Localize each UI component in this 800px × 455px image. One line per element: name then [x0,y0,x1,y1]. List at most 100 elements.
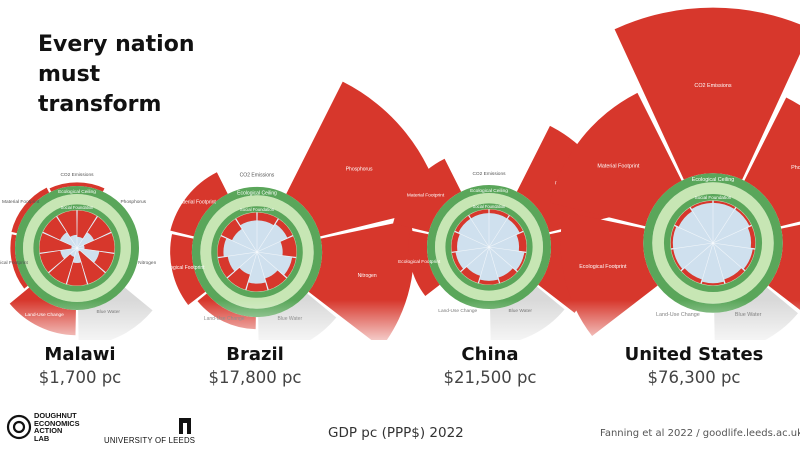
slide-headline: Every nation must transform [38,30,238,120]
social-foundation-ring [33,204,121,292]
spoke [488,215,510,248]
doughnut-logo-icon [6,414,32,440]
citation: Fanning et al 2022 / goodlife.leeds.ac.u… [600,428,800,439]
spoke [256,218,279,253]
dimension-label: Land-Use Change [25,312,64,318]
shortfall-wedge [218,256,235,278]
overshoot-wedge [11,187,50,234]
overshoot-wedge [393,158,462,233]
spoke [680,242,714,271]
spoke [454,231,490,248]
dimension-label: Blue Water [96,309,120,315]
leeds-logo: UNIVERSITY OF LEEDS [104,418,204,448]
overshoot-wedge [10,234,28,289]
shortfall-wedge [67,262,87,286]
shortfall-wedge [236,212,257,226]
country-label-china: China $21,500 pc [380,344,600,390]
overshoot-wedge [744,97,800,227]
shortfall-wedge [489,209,509,219]
overshoot-wedge [408,230,440,297]
shortfall-wedge [87,216,111,240]
leeds-wordmark: UNIVERSITY OF LEEDS [104,436,196,445]
dael-wordmark: DOUGHNUT ECONOMICS ACTION LAB [34,412,80,442]
spoke [712,242,746,271]
shortfall-wedge [690,200,713,209]
dimension-label: Material Footprint [2,199,40,205]
spoke [256,251,297,258]
shortfall-wedge [743,249,755,271]
shortfall-wedge [94,251,115,273]
dimension-label: Land-Use Change [656,312,700,318]
dimension-label: Nitrogen [358,273,377,279]
shortfall-wedge [257,212,278,226]
ring-label: Ecological Ceiling [237,190,277,196]
dael-line: ACTION [34,426,63,435]
shortfall-wedge [83,232,115,253]
headline-line-1: Every nation [38,32,195,57]
shortfall-wedge [246,282,268,292]
shortfall-wedge [747,226,756,249]
spoke [76,247,106,273]
country-name: Brazil [226,344,284,365]
dael-line: ECONOMICS [34,418,80,428]
shortfall-wedge [724,268,745,284]
dimension-label: CO2 Emissions [694,83,731,89]
shortfall-wedge [701,281,725,286]
shortfall-wedge [217,236,227,257]
overshoot-wedge [549,92,682,227]
shortfall-wedge [78,250,105,284]
shortfall-wedge [451,231,460,252]
country-label-united-states: United States $76,300 pc [584,344,800,390]
shortfall-wedge [670,226,677,249]
shortfall-wedge [57,210,77,237]
shortfall-wedge [713,200,736,209]
dimension-label: Land-Use Change [438,308,477,314]
shortfall-wedge [469,209,489,219]
country-gdp: $1,700 pc [38,368,122,387]
country-gdp: $76,300 pc [647,368,741,387]
spoke [488,246,500,284]
dael-line: DOUGHNUT [34,411,77,420]
spoke [76,247,88,285]
dimension-label: Phosphorus [791,165,800,171]
spoke [488,246,518,272]
spoke [712,242,755,250]
shortfall-wedge [479,279,499,285]
ring-label: Social Foundation [240,207,275,212]
doughnut-malawi: CO2 Emissions Phosphorus Nitrogen Blue Wate… [0,172,157,340]
ring-label: Ecological Ceiling [692,177,735,183]
ring-label: Social Foundation [61,205,94,210]
shortfall-wedge [516,231,527,252]
dimension-label: Land-Use Change [204,316,245,322]
overshoot-wedge [768,224,800,310]
spoke [712,225,752,244]
shortfall-wedge [507,215,523,233]
dimension-label: Blue Water [277,316,302,322]
dimension-label: Ecological Footprint [398,259,441,265]
shortfall-wedge [455,215,471,233]
shortfall-wedge [671,249,683,271]
leeds-crest-icon [179,418,191,434]
spoke [76,232,112,249]
spoke [220,235,258,253]
shortfall-wedge [43,216,67,240]
spoke [256,235,294,253]
spoke [478,246,490,284]
spoke [76,247,115,254]
social-foundation-ring [445,203,533,291]
dimension-label: Nitrogen [138,260,156,266]
dimension-label: Phosphorus [120,199,146,205]
shortfall-wedge [39,232,72,253]
dimension-label: CO2 Emissions [60,172,94,178]
spoke [256,251,288,279]
dimension-label: Phosphorus [346,167,373,173]
spoke [245,251,258,290]
spoke [48,247,78,273]
spoke [460,246,490,272]
gdp-caption: GDP pc (PPP$) 2022 [328,425,464,441]
shortfall-wedge [265,270,287,290]
social-foundation-ring [211,206,303,298]
shortfall-wedge [461,267,481,283]
